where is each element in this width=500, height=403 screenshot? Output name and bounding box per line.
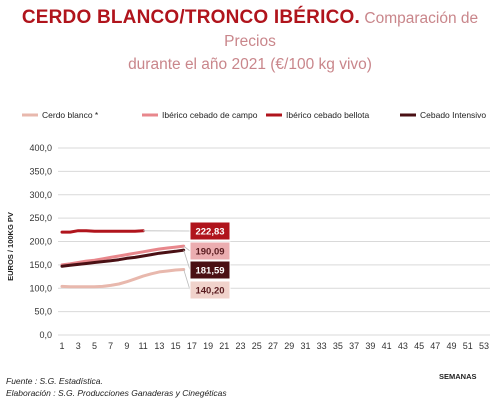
x-tick-label: 23	[236, 341, 246, 351]
x-tick-label: 49	[447, 341, 457, 351]
x-tick-label: 29	[284, 341, 294, 351]
x-tick-label: 25	[252, 341, 262, 351]
y-tick-label: 350,0	[29, 166, 52, 176]
series-line	[60, 268, 186, 289]
callout-box	[189, 280, 231, 300]
x-tick-label: 39	[365, 341, 375, 351]
data-label: 222,83	[195, 227, 224, 238]
x-tick-label: 37	[349, 341, 359, 351]
x-tick-label: 45	[414, 341, 424, 351]
y-tick-label: 300,0	[29, 190, 52, 200]
x-tick-label: 53	[479, 341, 489, 351]
x-tick-label: 47	[430, 341, 440, 351]
callout-box	[189, 221, 231, 241]
source-note: Fuente : S.G. Estadística.	[6, 376, 103, 386]
title-subtitle-part-1: Comparación de Precios	[224, 10, 479, 50]
elaboration-note: Elaboración : S.G. Producciones Ganadera…	[6, 388, 227, 398]
legend-entry: Cebado Intensivo	[420, 110, 486, 120]
chart-title: CERDO BLANCO/TRONCO IBÉRICO. Comparación…	[0, 6, 500, 76]
x-tick-label: 11	[138, 341, 147, 351]
y-tick-label: 150,0	[29, 260, 52, 270]
x-tick-label: 7	[108, 341, 113, 351]
x-tick-label: 5	[92, 341, 97, 351]
data-label: 181,59	[195, 266, 224, 277]
title-main: CERDO BLANCO/TRONCO IBÉRICO.	[21, 7, 360, 28]
x-tick-label: 13	[154, 341, 164, 351]
callout-leader	[183, 249, 191, 271]
callout-leader	[183, 269, 191, 291]
x-tick-label: 3	[76, 341, 81, 351]
callout-box	[189, 260, 231, 280]
y-tick-label: 400,0	[29, 143, 52, 153]
x-tick-label: 17	[187, 341, 197, 351]
y-tick-label: 250,0	[29, 213, 52, 223]
series-line	[60, 229, 145, 234]
series-line	[60, 248, 186, 268]
title-subtitle-part-2: durante el año 2021 (€/100 kg vivo)	[128, 56, 372, 73]
x-tick-label: 51	[463, 341, 473, 351]
data-label: 190,09	[195, 247, 224, 258]
y-tick-label: 100,0	[29, 283, 52, 293]
x-axis-label: SEMANAS	[439, 372, 477, 381]
legend-entry: Cerdo blanco *	[42, 110, 99, 120]
x-tick-label: 27	[268, 341, 278, 351]
callout-leader	[183, 245, 191, 252]
y-tick-label: 200,0	[29, 237, 52, 247]
x-tick-label: 9	[124, 341, 129, 351]
x-tick-label: 43	[398, 341, 408, 351]
x-tick-label: 41	[382, 341, 392, 351]
legend-entry: Ibérico cebado de campo	[162, 110, 258, 120]
y-axis-label: EUROS / 100KG PV	[6, 212, 15, 281]
x-tick-label: 21	[219, 341, 229, 351]
y-tick-label: 50,0	[34, 307, 52, 317]
y-tick-label: 0,0	[39, 330, 52, 340]
series-line	[60, 244, 186, 267]
x-tick-label: 1	[59, 341, 64, 351]
data-label: 140,20	[195, 286, 224, 297]
x-tick-label: 35	[333, 341, 343, 351]
x-tick-label: 15	[171, 341, 181, 351]
x-tick-label: 31	[300, 341, 310, 351]
legend-entry: Ibérico cebado bellota	[286, 110, 369, 120]
x-tick-label: 19	[203, 341, 213, 351]
x-tick-label: 33	[317, 341, 327, 351]
callout-box	[189, 241, 231, 261]
